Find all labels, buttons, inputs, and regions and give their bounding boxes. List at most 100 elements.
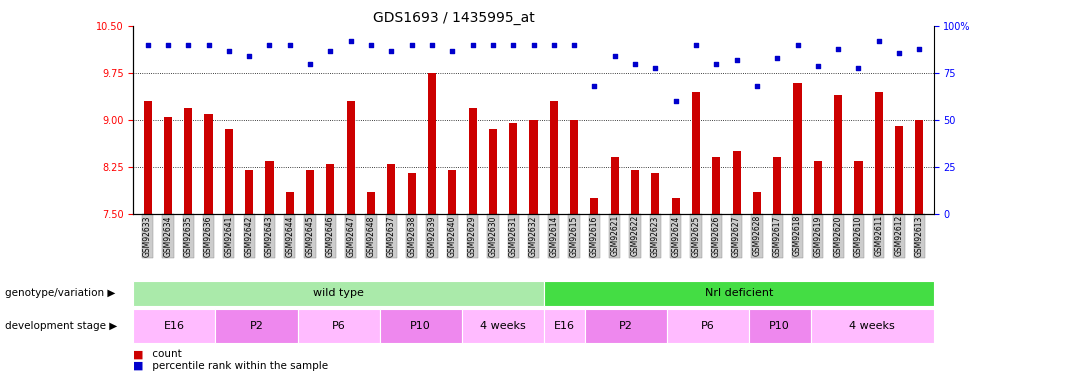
Bar	[671, 198, 680, 214]
Point	[626, 61, 643, 67]
Point	[241, 53, 258, 59]
Point	[282, 42, 299, 48]
Point	[707, 61, 724, 67]
Bar	[550, 101, 558, 214]
Bar	[509, 123, 517, 214]
Bar	[570, 120, 578, 214]
Point	[768, 55, 785, 61]
Point	[566, 42, 583, 48]
Point	[464, 42, 481, 48]
Point	[302, 61, 319, 67]
Bar	[794, 82, 801, 214]
Point	[424, 42, 441, 48]
Point	[891, 50, 908, 55]
Bar	[448, 170, 457, 214]
Text: genotype/variation ▶: genotype/variation ▶	[5, 288, 115, 298]
Bar	[590, 198, 599, 214]
Text: P2: P2	[619, 321, 633, 331]
Bar	[225, 129, 233, 214]
Bar	[327, 164, 334, 214]
Text: GDS1693 / 1435995_at: GDS1693 / 1435995_at	[373, 11, 536, 25]
Bar	[286, 192, 293, 214]
Bar	[347, 101, 354, 214]
Bar	[631, 170, 639, 214]
Bar	[367, 192, 376, 214]
Bar	[753, 192, 761, 214]
Bar	[306, 170, 314, 214]
Bar	[245, 170, 253, 214]
Bar	[667, 309, 749, 343]
Bar	[651, 173, 659, 214]
Bar	[298, 309, 380, 343]
Point	[748, 83, 765, 89]
Bar	[428, 73, 436, 214]
Bar	[380, 309, 462, 343]
Bar	[489, 129, 497, 214]
Text: 4 weeks: 4 weeks	[480, 321, 526, 331]
Point	[830, 46, 847, 52]
Point	[505, 42, 522, 48]
Point	[220, 48, 237, 54]
Point	[545, 42, 562, 48]
Bar	[733, 151, 740, 214]
Bar	[895, 126, 903, 214]
Point	[667, 98, 684, 104]
Bar	[875, 92, 882, 214]
Text: count: count	[149, 350, 182, 359]
Point	[383, 48, 400, 54]
Text: P2: P2	[250, 321, 264, 331]
Bar	[585, 309, 667, 343]
Bar	[713, 158, 720, 214]
Text: ■: ■	[133, 361, 144, 370]
Bar	[164, 117, 172, 214]
Text: Nrl deficient: Nrl deficient	[704, 288, 773, 298]
Point	[403, 42, 420, 48]
Point	[525, 42, 542, 48]
Bar	[691, 92, 700, 214]
Text: P10: P10	[769, 321, 790, 331]
Bar	[266, 160, 273, 214]
Text: P6: P6	[701, 321, 715, 331]
Point	[484, 42, 501, 48]
Bar	[408, 173, 416, 214]
Point	[200, 42, 217, 48]
Bar	[205, 114, 212, 214]
Bar	[774, 158, 781, 214]
Bar	[387, 164, 396, 214]
Bar	[133, 281, 544, 306]
Point	[261, 42, 278, 48]
Point	[789, 42, 806, 48]
Bar	[855, 160, 862, 214]
Bar	[544, 281, 934, 306]
Point	[343, 38, 360, 44]
Bar	[811, 309, 934, 343]
Text: P6: P6	[332, 321, 346, 331]
Text: E16: E16	[554, 321, 575, 331]
Bar	[814, 160, 822, 214]
Bar	[834, 95, 842, 214]
Bar	[544, 309, 585, 343]
Bar	[133, 309, 216, 343]
Bar	[216, 309, 298, 343]
Bar	[144, 101, 152, 214]
Bar	[915, 120, 923, 214]
Bar	[462, 309, 544, 343]
Bar	[749, 309, 811, 343]
Text: E16: E16	[164, 321, 185, 331]
Point	[159, 42, 176, 48]
Bar	[185, 108, 192, 214]
Point	[139, 42, 156, 48]
Point	[363, 42, 380, 48]
Point	[444, 48, 461, 54]
Text: ■: ■	[133, 350, 144, 359]
Point	[809, 63, 826, 69]
Point	[850, 64, 867, 70]
Bar	[468, 108, 477, 214]
Text: percentile rank within the sample: percentile rank within the sample	[149, 361, 329, 370]
Text: development stage ▶: development stage ▶	[5, 321, 117, 331]
Text: wild type: wild type	[313, 288, 364, 298]
Point	[728, 57, 745, 63]
Point	[871, 38, 888, 44]
Point	[911, 46, 928, 52]
Bar	[529, 120, 538, 214]
